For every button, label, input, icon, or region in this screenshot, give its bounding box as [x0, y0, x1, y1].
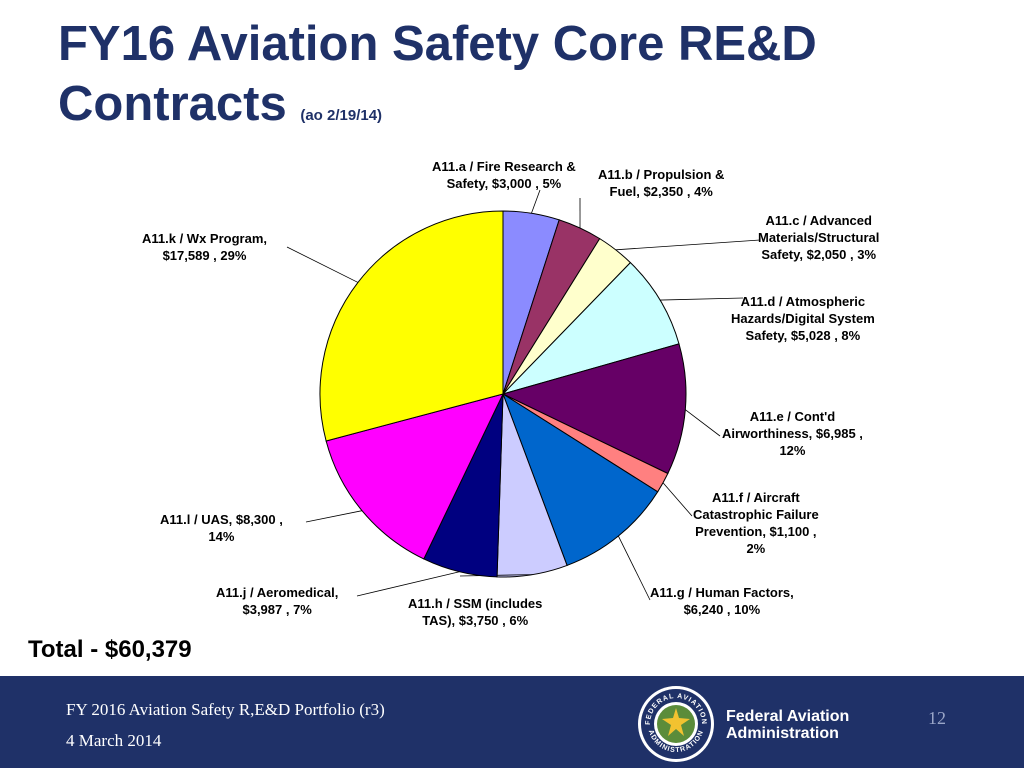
page-title: FY16 Aviation Safety Core RE&D Contracts…: [58, 14, 998, 134]
pie-slice-g: [502, 392, 659, 567]
leader-line-g: [618, 535, 651, 601]
slice-label-b: A11.b / Propulsion & Fuel, $2,350 , 4%: [598, 167, 725, 199]
slice-label-f: A11.f / Aircraft Catastrophic Failure Prev…: [693, 490, 819, 556]
footer-bar: FY 2016 Aviation Safety R,E&D Portfolio …: [0, 676, 1024, 768]
slice-label-c: A11.c / Advanced Materials/Structural Safe…: [758, 213, 880, 262]
pie-slice-l: [325, 393, 504, 560]
page-number: 12: [928, 708, 946, 728]
slice-label-l: A11.l / UAS, $8,300 , 14%: [160, 512, 283, 544]
total-amount: Total - $60,379: [28, 636, 192, 663]
slice-label-j: A11.j / Aeromedical, $3,987 , 7%: [216, 585, 339, 617]
pie-chart: [286, 189, 761, 601]
leader-line-j: [356, 571, 460, 597]
title-subtitle: (ao 2/19/14): [300, 107, 383, 124]
faa-seal-icon: FEDERAL AVIATION ADMINISTRATION: [638, 686, 714, 762]
slice-label-h: A11.h / SSM (includes TAS), $3,750 , 6%: [408, 596, 543, 628]
leader-line-k: [286, 246, 359, 283]
leader-line-a: [531, 189, 541, 214]
leader-line-c: [615, 239, 761, 251]
slice-label-g: A11.g / Human Factors, $6,240 , 10%: [650, 585, 794, 617]
pie-slice-e: [501, 343, 687, 475]
slice-label-d: A11.d / Atmospheric Hazards/Digital Syste…: [731, 294, 875, 343]
slice-label-k: A11.k / Wx Program, $17,589 , 29%: [142, 231, 267, 263]
leader-line-d: [660, 297, 744, 301]
leader-line-e: [685, 409, 721, 437]
slice-label-a: A11.a / Fire Research & Safety, $3,000 , …: [432, 159, 576, 191]
leader-line-l: [305, 510, 363, 523]
slice-label-e: A11.e / Cont'd Airworthiness, $6,985 , 12%: [722, 409, 863, 458]
title-line-2: Contracts: [58, 77, 287, 131]
footer-date: 4 March 2014: [66, 731, 162, 750]
footer-portfolio: FY 2016 Aviation Safety R,E&D Portfolio …: [66, 700, 385, 719]
title-line-1: FY16 Aviation Safety Core RE&D: [58, 17, 817, 71]
leader-line-f: [662, 482, 693, 517]
faa-name: Federal Aviation Administration: [726, 708, 850, 742]
pie-slice-d: [501, 261, 680, 395]
